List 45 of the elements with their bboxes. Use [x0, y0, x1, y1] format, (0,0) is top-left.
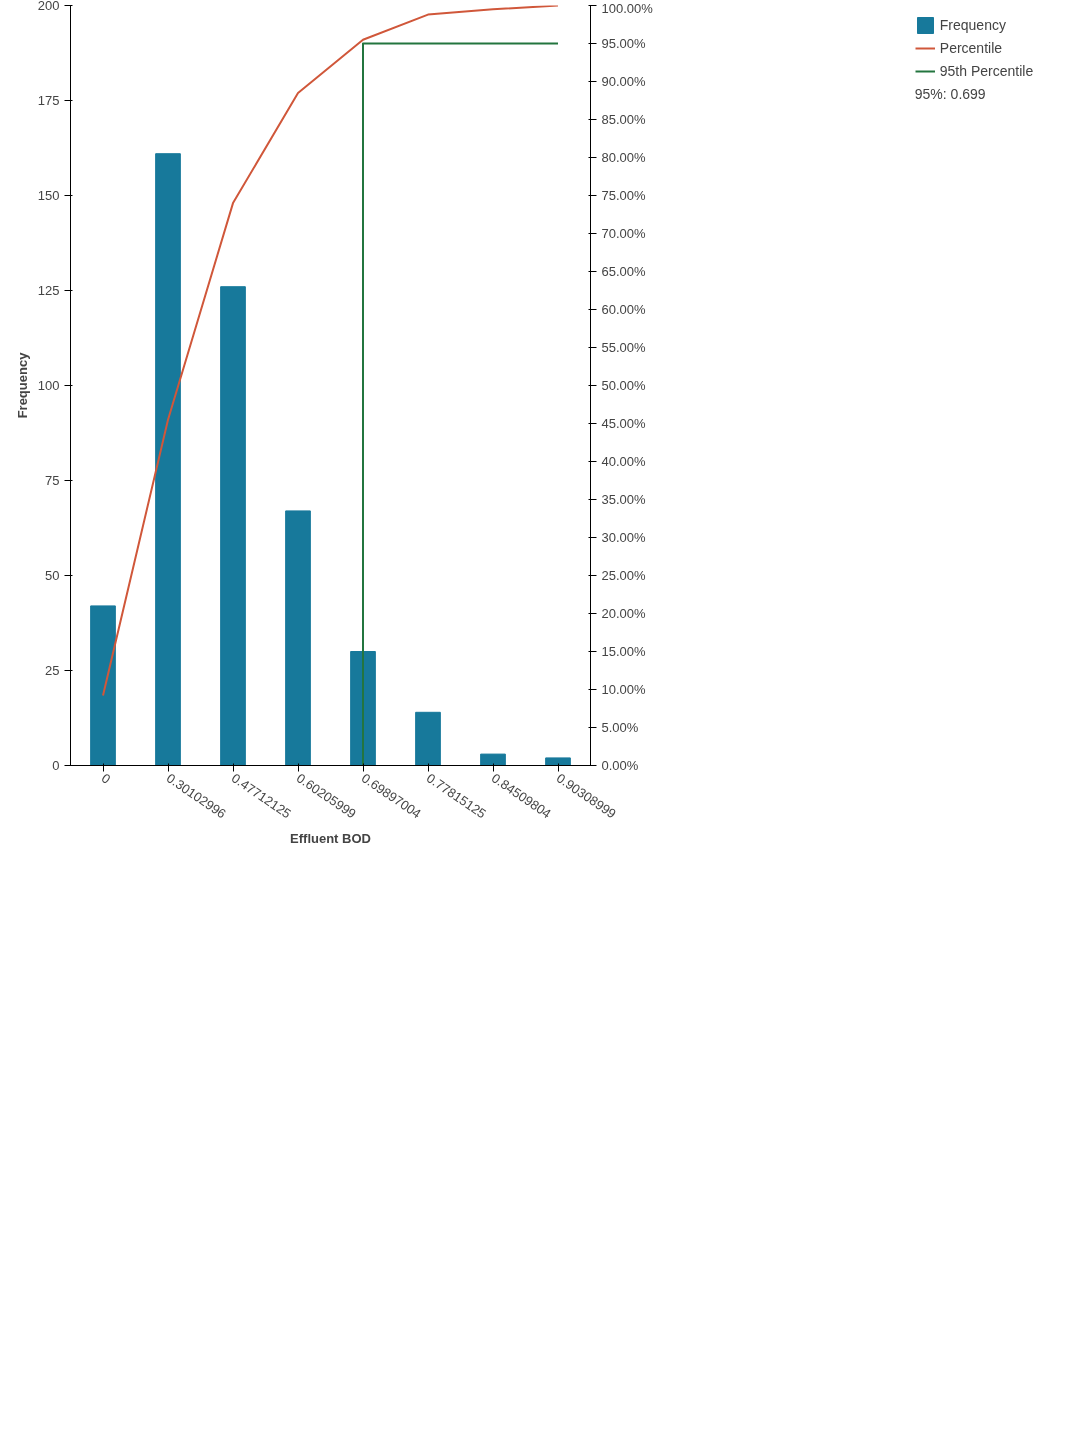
bar [285, 510, 311, 766]
y2-tick-label: 80.00% [601, 150, 647, 165]
y2-tick-label: 100.00% [601, 0, 654, 16]
y2-tick-label: 75.00% [601, 188, 647, 203]
y2-tick-label: 40.00% [601, 454, 647, 469]
legend-label: 95th Percentile [939, 63, 1034, 79]
legend-label: Frequency [939, 17, 1006, 33]
y2-tick-label: 95.00% [601, 36, 647, 51]
bar [155, 153, 181, 766]
line-series [102, 5, 559, 697]
y2-tick-label: 0.00% [601, 758, 639, 773]
y-axis-title: Frequency [14, 351, 30, 419]
y-tick-label: 150 [37, 188, 60, 203]
y2-tick-label: 55.00% [601, 340, 647, 355]
y2-tick-label: 90.00% [601, 74, 647, 89]
y2-tick-label: 15.00% [601, 644, 647, 659]
legend-label: Percentile [939, 40, 1003, 56]
y-tick-label: 175 [37, 93, 60, 108]
y2-tick-label: 60.00% [601, 302, 647, 317]
y2-tick-label: 65.00% [601, 264, 647, 279]
text: 95%: 0.699 [914, 86, 987, 102]
y2-tick-label: 70.00% [601, 226, 647, 241]
bar [545, 757, 571, 766]
x-axis-title: Effluent BOD [290, 830, 371, 846]
y-tick-label: 50 [45, 568, 60, 583]
y2-tick-label: 45.00% [601, 416, 647, 431]
bar [220, 286, 246, 766]
y-tick-label: 200 [37, 0, 60, 13]
y2-tick-label: 20.00% [601, 606, 647, 621]
y-tick-label: 100 [37, 378, 60, 393]
y-tick-label: 25 [45, 663, 60, 678]
bar [90, 605, 116, 766]
y2-tick-label: 85.00% [601, 112, 647, 127]
bar [480, 753, 506, 766]
y2-tick-label: 10.00% [601, 682, 647, 697]
bar [415, 711, 441, 766]
x-tick-label: 0 [98, 770, 114, 787]
y-tick-label: 125 [37, 283, 60, 298]
y2-tick-label: 30.00% [601, 530, 647, 545]
y2-tick-label: 35.00% [601, 492, 647, 507]
y-tick-label: 0 [52, 758, 60, 773]
y-tick-label: 75 [45, 473, 60, 488]
y2-tick-label: 50.00% [601, 378, 647, 393]
y2-tick-label: 5.00% [601, 720, 639, 735]
y2-tick-label: 25.00% [601, 568, 647, 583]
